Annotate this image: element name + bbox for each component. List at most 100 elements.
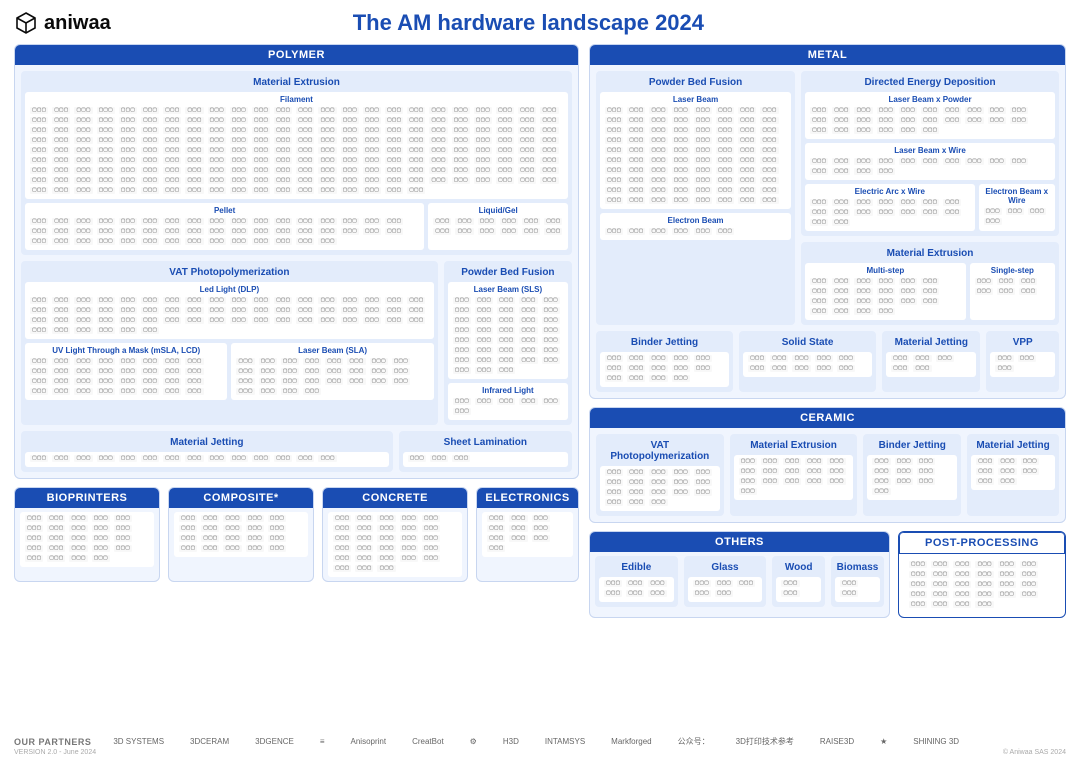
company-logo: ▢▢▢ (760, 127, 778, 134)
company-logo: ▢▢▢ (74, 147, 92, 154)
company-logo: ▢▢▢ (452, 127, 470, 134)
company-logo: ▢▢▢ (648, 590, 666, 597)
company-logo: ▢▢▢ (407, 127, 425, 134)
company-logo: ▢▢▢ (532, 535, 550, 542)
company-logo: ▢▢▢ (363, 107, 381, 114)
company-logo: ▢▢▢ (163, 358, 181, 365)
company-logo: ▢▢▢ (805, 478, 823, 485)
company-logo: ▢▢▢ (74, 228, 92, 235)
version-text: VERSION 2.0 - June 2024 (14, 749, 96, 756)
company-logo: ▢▢▢ (303, 358, 321, 365)
company-logo: ▢▢▢ (47, 555, 65, 562)
company-logo: ▢▢▢ (832, 107, 850, 114)
company-logo: ▢▢▢ (25, 535, 43, 542)
proc-cer-vat: VAT Photopolymerization ▢▢▢▢▢▢▢▢▢▢▢▢▢▢▢▢… (596, 434, 724, 516)
company-logo: ▢▢▢ (627, 375, 645, 382)
company-logo: ▢▢▢ (953, 601, 971, 608)
company-logo: ▢▢▢ (540, 177, 558, 184)
partner-logo: ⚙ (470, 737, 477, 746)
company-logo: ▢▢▢ (810, 288, 828, 295)
company-logo: ▢▢▢ (318, 317, 336, 324)
partner-logo: 3DGENCE (255, 737, 294, 746)
company-logo: ▢▢▢ (497, 327, 515, 334)
proc-polymer-sheet: Sheet Lamination ▢▢▢▢▢▢▢▢▢ (399, 431, 572, 472)
company-logo: ▢▢▢ (540, 157, 558, 164)
company-logo: ▢▢▢ (604, 580, 622, 587)
company-logo: ▢▢▢ (840, 590, 858, 597)
company-logo: ▢▢▢ (236, 378, 254, 385)
company-logo: ▢▢▢ (97, 307, 115, 314)
company-logo: ▢▢▢ (810, 117, 828, 124)
company-logo: ▢▢▢ (377, 565, 395, 572)
company-logo: ▢▢▢ (1019, 278, 1037, 285)
company-logo: ▢▢▢ (363, 317, 381, 324)
company-logo: ▢▢▢ (899, 127, 917, 134)
sub-dlp: Led Light (DLP) ▢▢▢▢▢▢▢▢▢▢▢▢▢▢▢▢▢▢▢▢▢▢▢▢… (25, 282, 434, 339)
company-logo: ▢▢▢ (832, 288, 850, 295)
company-logo: ▢▢▢ (385, 297, 403, 304)
cat-ceramic: CERAMIC VAT Photopolymerization ▢▢▢▢▢▢▢▢… (589, 407, 1066, 523)
company-logo: ▢▢▢ (509, 525, 527, 532)
company-logo: ▢▢▢ (854, 199, 872, 206)
company-logo: ▢▢▢ (252, 107, 270, 114)
cat-ceramic-title: CERAMIC (590, 408, 1065, 428)
company-logo: ▢▢▢ (252, 137, 270, 144)
col-right: METAL Powder Bed Fusion Laser Beam ▢▢▢▢▢… (589, 44, 1066, 730)
proc-metal-ded: Directed Energy Deposition Laser Beam x … (801, 71, 1059, 236)
company-logo: ▢▢▢ (452, 167, 470, 174)
company-logo: ▢▢▢ (114, 545, 132, 552)
company-logo: ▢▢▢ (179, 545, 197, 552)
company-logo: ▢▢▢ (542, 307, 560, 314)
company-logo: ▢▢▢ (694, 355, 712, 362)
company-logo: ▢▢▢ (230, 137, 248, 144)
proc-metal-vpp: VPP ▢▢▢▢▢▢▢▢▢ (986, 331, 1059, 392)
company-logo: ▢▢▢ (1010, 107, 1028, 114)
company-logo: ▢▢▢ (872, 468, 890, 475)
company-logo: ▢▢▢ (1020, 561, 1038, 568)
company-logo: ▢▢▢ (185, 218, 203, 225)
company-logo: ▢▢▢ (74, 455, 92, 462)
proc-metal-mex-title: Material Extrusion (805, 246, 1055, 263)
company-logo: ▢▢▢ (497, 347, 515, 354)
company-logo: ▢▢▢ (760, 167, 778, 174)
company-logo: ▢▢▢ (74, 358, 92, 365)
company-logo: ▢▢▢ (429, 127, 447, 134)
company-logo: ▢▢▢ (92, 525, 110, 532)
company-logo: ▢▢▢ (119, 117, 137, 124)
company-logo: ▢▢▢ (429, 147, 447, 154)
company-logo: ▢▢▢ (649, 197, 667, 204)
company-logo: ▢▢▢ (936, 355, 954, 362)
company-logo: ▢▢▢ (281, 388, 299, 395)
company-logo: ▢▢▢ (141, 297, 159, 304)
company-logo: ▢▢▢ (296, 117, 314, 124)
company-logo: ▢▢▢ (627, 228, 645, 235)
company-logo: ▢▢▢ (649, 479, 667, 486)
company-logo: ▢▢▢ (141, 228, 159, 235)
company-logo: ▢▢▢ (805, 468, 823, 475)
cat-bio-title: BIOPRINTERS (15, 488, 159, 508)
company-logo: ▢▢▢ (917, 468, 935, 475)
company-logo: ▢▢▢ (649, 127, 667, 134)
company-logo: ▢▢▢ (672, 355, 690, 362)
company-logo: ▢▢▢ (429, 177, 447, 184)
company-logo: ▢▢▢ (694, 469, 712, 476)
logos-ded-lbw: ▢▢▢▢▢▢▢▢▢▢▢▢▢▢▢▢▢▢▢▢▢▢▢▢▢▢▢▢▢▢▢▢▢▢▢▢▢▢▢▢… (810, 158, 1050, 175)
company-logo: ▢▢▢ (252, 177, 270, 184)
company-logo: ▢▢▢ (141, 378, 159, 385)
company-logo: ▢▢▢ (453, 398, 471, 405)
company-logo: ▢▢▢ (363, 228, 381, 235)
company-logo: ▢▢▢ (252, 297, 270, 304)
company-logo: ▢▢▢ (605, 137, 623, 144)
company-logo: ▢▢▢ (274, 117, 292, 124)
company-logo: ▢▢▢ (252, 238, 270, 245)
company-logo: ▢▢▢ (648, 580, 666, 587)
company-logo: ▢▢▢ (672, 117, 690, 124)
company-logo: ▢▢▢ (25, 515, 43, 522)
company-logo: ▢▢▢ (474, 137, 492, 144)
sub-poly-mjet: ▢▢▢▢▢▢▢▢▢▢▢▢▢▢▢▢▢▢▢▢▢▢▢▢▢▢▢▢▢▢▢▢▢▢▢▢▢▢▢▢… (25, 452, 389, 467)
company-logo: ▢▢▢ (363, 147, 381, 154)
company-logo: ▢▢▢ (119, 388, 137, 395)
company-logo: ▢▢▢ (407, 187, 425, 194)
company-logo: ▢▢▢ (30, 137, 48, 144)
company-logo: ▢▢▢ (341, 307, 359, 314)
